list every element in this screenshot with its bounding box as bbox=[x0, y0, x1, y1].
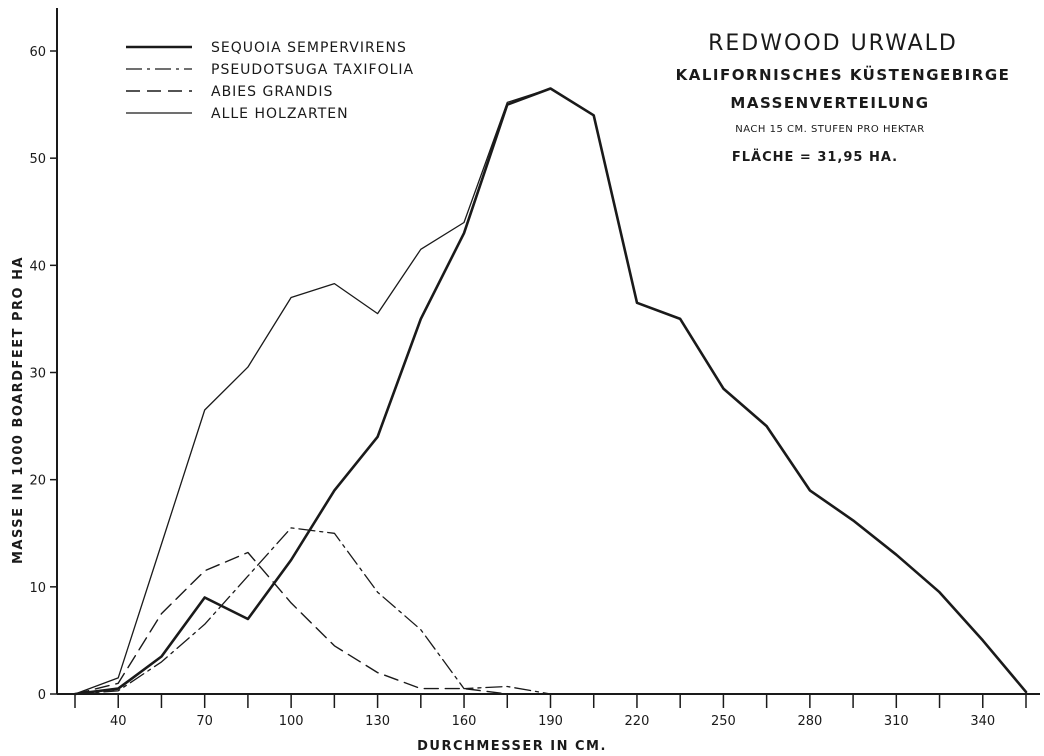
x-tick-label: 160 bbox=[452, 714, 477, 729]
y-tick-label: 20 bbox=[29, 474, 46, 489]
legend-label-alle-holzarten: ALLE HOLZARTEN bbox=[211, 106, 349, 122]
x-tick-label: 70 bbox=[196, 714, 213, 729]
y-tick-label: 50 bbox=[29, 152, 46, 167]
x-tick-label: 100 bbox=[279, 714, 304, 729]
chart-subtitle-method: NACH 15 CM. STUFEN PRO HEKTAR bbox=[735, 124, 924, 135]
x-tick-label: 340 bbox=[970, 714, 995, 729]
chart-axes: 0 10 20 30 40 50 60 40 70 100 130 160 190 220 250 280 3… bbox=[29, 8, 1040, 729]
y-tick-label: 30 bbox=[29, 367, 46, 382]
x-tick-label: 40 bbox=[110, 714, 127, 729]
y-tick-label: 40 bbox=[29, 259, 46, 274]
chart-subtitle-region: KALIFORNISCHES KÜSTENGEBIRGE bbox=[676, 65, 1011, 84]
x-tick-label: 310 bbox=[884, 714, 909, 729]
legend-label-pseudotsuga-taxifolia: PSEUDOTSUGA TAXIFOLIA bbox=[211, 62, 414, 78]
y-tick-label: 60 bbox=[29, 45, 46, 60]
chart-subtitle-distribution: MASSENVERTEILUNG bbox=[730, 94, 929, 112]
x-tick-label: 280 bbox=[797, 714, 822, 729]
series-line-sequoia-sempervirens bbox=[73, 87, 1028, 696]
series-layer bbox=[73, 87, 1028, 696]
chart-legend: SEQUOIA SEMPERVIRENS PSEUDOTSUGA TAXIFOLI… bbox=[126, 40, 414, 122]
x-tick-label: 250 bbox=[711, 714, 736, 729]
x-axis-title: DURCHMESSER IN CM. bbox=[417, 739, 607, 754]
x-tick-label: 130 bbox=[365, 714, 390, 729]
legend-label-abies-grandis: ABIES GRANDIS bbox=[211, 84, 333, 100]
series-line-pseudotsuga-taxifolia bbox=[74, 527, 552, 695]
chart-title: REDWOOD URWALD bbox=[708, 31, 958, 56]
title-block: REDWOOD URWALD KALIFORNISCHES KÜSTENGEBI… bbox=[676, 31, 1011, 165]
y-ticks: 0 10 20 30 40 50 60 bbox=[29, 45, 57, 703]
x-tick-label: 220 bbox=[625, 714, 650, 729]
series-line-abies-grandis bbox=[74, 551, 508, 695]
y-tick-label: 0 bbox=[38, 688, 46, 703]
x-tick-label: 190 bbox=[538, 714, 563, 729]
y-axis-title: MASSE IN 1000 BOARDFEET PRO HA bbox=[11, 256, 26, 564]
legend-label-sequoia-sempervirens: SEQUOIA SEMPERVIRENS bbox=[211, 40, 407, 56]
y-tick-label: 10 bbox=[29, 581, 46, 596]
x-ticks: 40 70 100 130 160 190 220 250 280 310 340 bbox=[74, 694, 1027, 729]
chart-subtitle-area: FLÄCHE = 31,95 HA. bbox=[732, 149, 898, 165]
